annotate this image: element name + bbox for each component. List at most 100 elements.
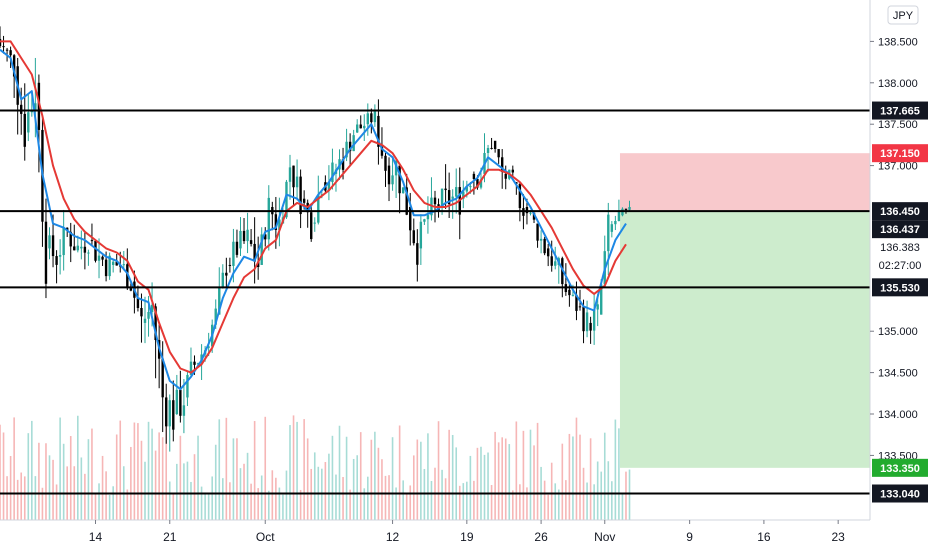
currency-badge[interactable]: JPY <box>887 5 919 25</box>
candle-body <box>313 222 316 224</box>
candle-body <box>401 187 405 194</box>
volume-bar <box>214 444 217 520</box>
candle-body <box>550 256 553 266</box>
candle-body <box>189 361 193 375</box>
ema-slow-line[interactable] <box>0 40 627 374</box>
volume-bar <box>243 463 245 520</box>
candle-body <box>504 173 507 179</box>
candle-body <box>299 176 302 215</box>
candle-body <box>147 311 150 319</box>
volume-bar <box>388 475 390 520</box>
x-tick-label: 23 <box>831 530 845 544</box>
candle-body <box>500 157 504 172</box>
volume-bar <box>618 428 620 520</box>
volume-bar <box>275 477 277 520</box>
x-tick-label: Nov <box>594 530 615 544</box>
candle-body <box>9 50 12 56</box>
volume-bar <box>405 493 408 520</box>
last-price-label-box <box>872 220 928 239</box>
volume-bar <box>398 425 401 520</box>
volume-bar <box>483 454 486 520</box>
volume-bar <box>448 429 450 520</box>
volume-bar <box>16 479 19 520</box>
volume-bar <box>444 478 447 520</box>
candle-body <box>366 113 370 125</box>
volume-bar <box>543 480 546 520</box>
price-axis[interactable]: 138.500 138.000 137.500 137.000 135.000 134.5… <box>870 36 918 462</box>
candle-body <box>58 255 62 257</box>
candle-body <box>260 234 263 265</box>
take-profit-price-label-text: 133.350 <box>880 463 920 475</box>
candle-body <box>455 187 458 197</box>
y-tick-label: 134.000 <box>878 409 918 421</box>
volume-bar <box>402 480 404 520</box>
candle-body <box>479 179 483 188</box>
x-tick-label: 19 <box>460 530 474 544</box>
volume-bar <box>45 443 47 520</box>
time-axis[interactable]: 14 21 Oct 12 19 26 Nov 9 16 23 <box>89 520 845 544</box>
candle-body <box>62 227 65 256</box>
stop-loss-zone[interactable] <box>619 153 870 212</box>
support-price-label-text: 135.530 <box>880 282 920 294</box>
candle-body <box>288 167 292 182</box>
volume-bar <box>395 487 397 520</box>
take-profit-zone[interactable] <box>619 211 870 468</box>
candle-body <box>253 243 256 262</box>
candle-body <box>515 182 518 184</box>
volume-bar <box>427 433 429 520</box>
candle-body <box>355 124 359 133</box>
candle-body <box>582 306 585 332</box>
volume-bar <box>62 443 65 520</box>
volume-bar <box>462 483 465 520</box>
volume-bar <box>519 484 521 520</box>
volume-bar <box>119 420 122 520</box>
volume-bar <box>515 421 518 520</box>
candle-body <box>182 405 186 416</box>
volume-bar <box>52 459 54 520</box>
candle-body <box>136 297 140 308</box>
candle-body <box>179 389 182 416</box>
candle-body <box>232 241 235 266</box>
candle-body <box>472 173 476 179</box>
volume-bar <box>596 461 599 520</box>
bottom-level-price-label-text: 133.040 <box>880 489 920 501</box>
candle-body <box>302 198 306 203</box>
volume-bar <box>69 436 72 520</box>
candle-body <box>83 246 87 253</box>
volume-bar <box>282 494 284 520</box>
volume-bar <box>437 421 440 520</box>
volume-bar <box>557 489 560 520</box>
volume-bar <box>126 489 129 520</box>
volume-bar <box>207 492 210 520</box>
volume-bar <box>416 439 419 520</box>
bottom-level-price-label: 133.040 <box>872 484 928 503</box>
candle-body <box>476 178 479 188</box>
volume-bar <box>9 456 12 520</box>
volume-bar <box>508 444 511 520</box>
volume-bar <box>490 485 493 520</box>
candle-body <box>497 149 500 158</box>
volume-bar <box>267 490 270 520</box>
candle-body <box>87 252 90 254</box>
volume-bar <box>412 455 415 520</box>
volume-bar <box>144 461 146 520</box>
candle-body <box>486 147 490 153</box>
candle-body <box>97 255 101 261</box>
candle-body <box>44 221 48 284</box>
volume-bar <box>497 442 500 520</box>
volume-bar <box>430 480 433 520</box>
volume-bar <box>306 438 309 520</box>
volume-bar <box>211 476 213 520</box>
candle-body <box>412 230 415 244</box>
entry-price-label: 136.450 <box>872 202 928 221</box>
horizontal-levels[interactable] <box>0 109 870 495</box>
volume-bar <box>554 483 557 520</box>
stop-loss-price-label-box <box>872 144 928 163</box>
volume-bar <box>586 482 588 520</box>
volume-bar <box>190 481 192 520</box>
candle-body <box>2 46 5 48</box>
candle-body <box>628 207 631 210</box>
candle-body <box>104 259 108 277</box>
